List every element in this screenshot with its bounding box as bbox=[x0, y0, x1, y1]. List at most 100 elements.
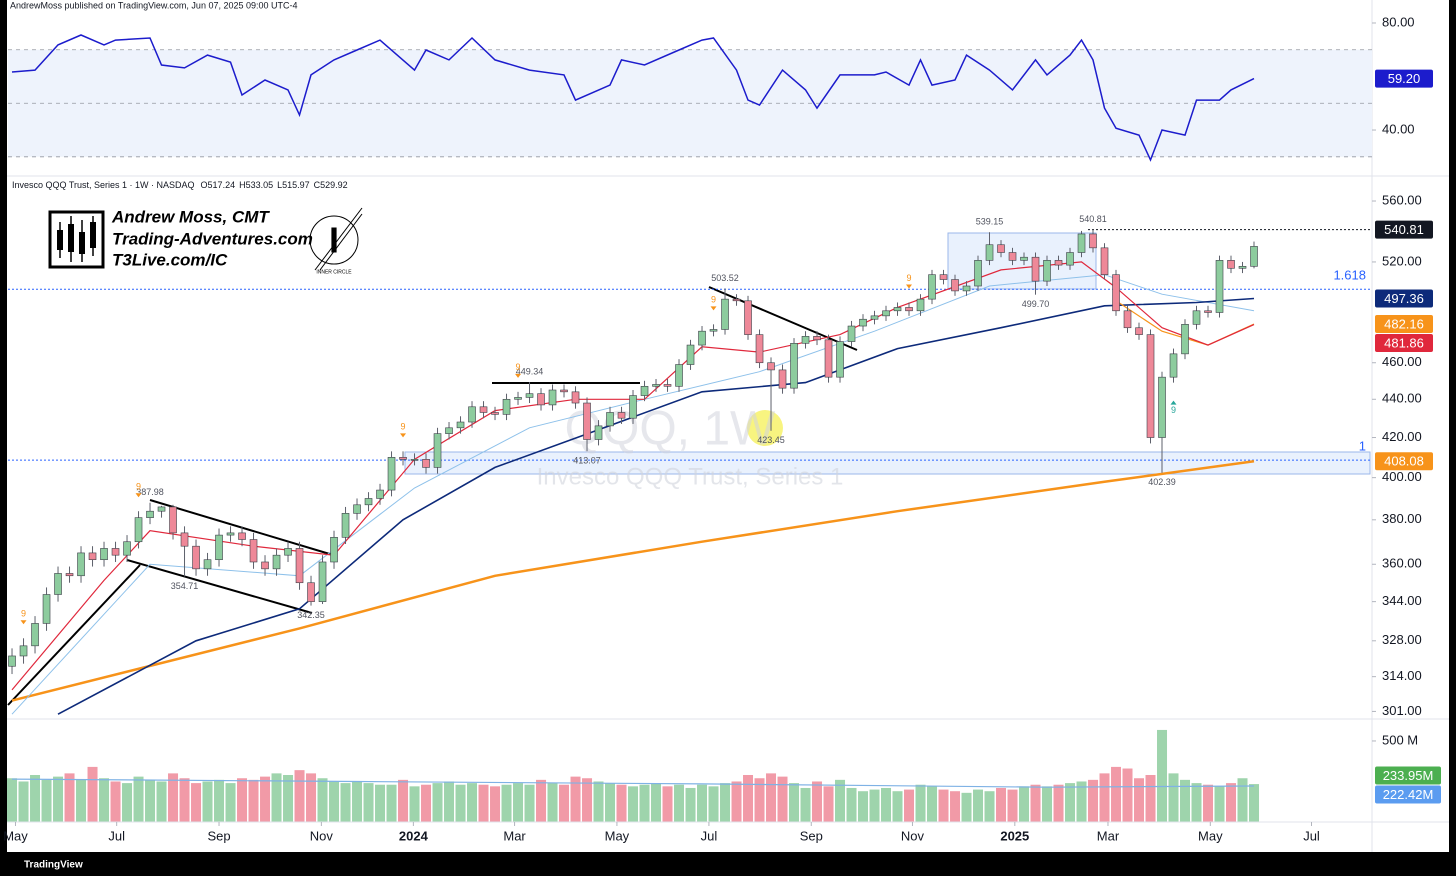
candle-body bbox=[1181, 324, 1189, 355]
volume-bar bbox=[7, 778, 18, 822]
price-annotation: 449.34 bbox=[516, 366, 544, 376]
price-annotation: 423.45 bbox=[757, 435, 785, 445]
candle-body bbox=[790, 343, 798, 389]
td-count: 9 bbox=[711, 295, 716, 305]
volume-bar bbox=[915, 784, 926, 822]
volume-bar bbox=[961, 792, 972, 822]
price-label-box bbox=[1375, 289, 1433, 308]
candle-body bbox=[939, 274, 948, 280]
candle-body bbox=[928, 274, 936, 300]
volume-bar bbox=[1226, 783, 1237, 822]
volume-bar bbox=[432, 783, 443, 822]
volume-bar bbox=[1168, 773, 1179, 822]
volume-bar bbox=[547, 783, 558, 822]
volume-ma bbox=[11, 778, 1255, 788]
candle-body bbox=[606, 412, 614, 427]
volume-bar bbox=[950, 791, 961, 822]
volume-bar bbox=[766, 773, 777, 822]
candle-body bbox=[663, 384, 672, 387]
published-note: AndrewMoss published on TradingView.com,… bbox=[10, 0, 298, 10]
volume-bar bbox=[1030, 784, 1041, 822]
logo-site: T3Live.com/IC bbox=[112, 250, 228, 269]
volume-bar bbox=[513, 783, 524, 822]
volume-bar bbox=[41, 779, 52, 822]
price-annotation: 539.15 bbox=[976, 217, 1004, 227]
volume-bar bbox=[662, 786, 673, 822]
logo: I bbox=[48, 207, 363, 271]
candle-body bbox=[985, 244, 994, 261]
volume-bar bbox=[639, 784, 650, 822]
volume-bar bbox=[1065, 783, 1076, 822]
volume-bar bbox=[260, 776, 271, 822]
volume-bar bbox=[225, 783, 236, 822]
candle-body bbox=[686, 344, 695, 365]
candle-body bbox=[399, 457, 407, 460]
price-label: 233.95M bbox=[1383, 768, 1434, 783]
candle-body bbox=[640, 386, 649, 396]
volume-bar bbox=[1122, 768, 1133, 822]
x-tick-label: Sep bbox=[207, 828, 230, 843]
price-label-box bbox=[1375, 334, 1433, 353]
volume-bar bbox=[271, 773, 282, 822]
x-tick-label: Nov bbox=[901, 828, 925, 843]
candle-body bbox=[813, 336, 821, 341]
td-count: 9 bbox=[907, 273, 912, 283]
volume-bar bbox=[524, 784, 535, 822]
volume-tick-label: 500 M bbox=[1382, 732, 1418, 747]
candle-body bbox=[330, 537, 338, 563]
x-tick-label: Jul bbox=[108, 828, 125, 843]
volume-bar bbox=[697, 784, 708, 822]
candle-body bbox=[824, 339, 833, 378]
trendlines bbox=[7, 286, 858, 706]
volume-bar bbox=[53, 776, 64, 822]
price-label: 482.16 bbox=[1384, 316, 1424, 331]
candle-body bbox=[905, 307, 913, 312]
y-tick-label: 520.00 bbox=[1382, 253, 1422, 268]
watermark-name: Invesco QQQ Trust, Series 1 bbox=[537, 463, 844, 490]
volume-bar bbox=[490, 786, 501, 822]
rsi-tick-label: 40.00 bbox=[1382, 121, 1415, 136]
price-annotation: 402.39 bbox=[1148, 477, 1176, 487]
volume-bar bbox=[478, 784, 489, 822]
x-tick-label: Mar bbox=[1097, 828, 1120, 843]
price-label-box bbox=[1375, 785, 1441, 804]
td-count: 9 bbox=[21, 609, 26, 619]
price-annotation: 540.81 bbox=[1079, 214, 1107, 224]
candle-body bbox=[1250, 246, 1258, 267]
volume-bar bbox=[708, 786, 719, 822]
candle-body bbox=[836, 341, 844, 378]
symbol-title: Invesco QQQ Trust, Series 1 · 1W · NASDA… bbox=[12, 180, 195, 190]
logo-site: Trading-Adventures.com bbox=[112, 229, 313, 248]
volume-bar bbox=[202, 781, 213, 822]
volume-bar bbox=[812, 781, 823, 822]
price-label-box bbox=[1375, 69, 1433, 88]
candle-body bbox=[318, 561, 327, 602]
candle-body bbox=[1020, 256, 1028, 261]
volume-bar bbox=[467, 783, 478, 822]
candle-body bbox=[1008, 252, 1017, 261]
volume-bar bbox=[720, 783, 731, 822]
x-tick-label: May bbox=[605, 828, 630, 843]
price-label: 540.81 bbox=[1384, 222, 1424, 237]
volume-bar bbox=[1203, 784, 1214, 822]
candle-body bbox=[479, 406, 488, 413]
candle-body bbox=[525, 393, 534, 398]
volume-bar bbox=[754, 778, 765, 822]
price-label-box bbox=[1375, 220, 1433, 239]
candle-body bbox=[491, 412, 499, 415]
candle-body bbox=[169, 506, 177, 534]
x-tick-label: Sep bbox=[800, 828, 823, 843]
candle-body bbox=[893, 307, 902, 312]
volume-bar bbox=[122, 783, 133, 822]
candle-body bbox=[353, 504, 361, 514]
td-count: 9 bbox=[136, 482, 141, 492]
candle-body bbox=[410, 459, 419, 461]
volume-bar bbox=[593, 781, 604, 822]
volume-bar bbox=[352, 781, 363, 822]
price-annotation: 413.07 bbox=[573, 456, 601, 466]
volume-bar bbox=[398, 779, 409, 822]
candle-body bbox=[882, 310, 890, 317]
volume-bar bbox=[501, 784, 512, 822]
price-label-box bbox=[1375, 766, 1441, 785]
volume-bar bbox=[938, 789, 949, 822]
